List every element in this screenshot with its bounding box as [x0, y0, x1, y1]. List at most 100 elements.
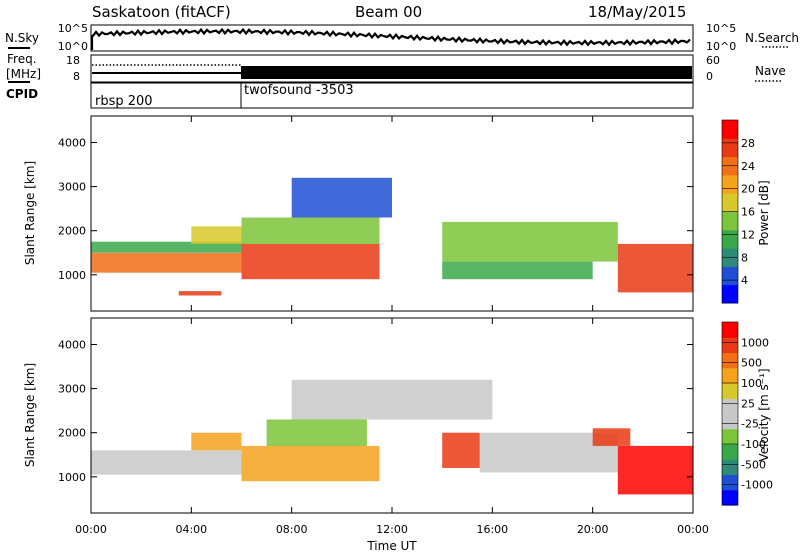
- power-band-0: [91, 252, 242, 273]
- velocity-colorbar-label-7: -1000: [741, 479, 773, 492]
- velocity-heatmap: [91, 379, 694, 495]
- power-heatmap: [91, 177, 694, 296]
- freq-panel: 18 8 60 0: [66, 54, 720, 83]
- power-ytick-label-1: 2000: [58, 225, 86, 238]
- power-colorbar-cell-6: [722, 174, 738, 194]
- velocity-colorbar-label-5: -100: [741, 438, 766, 451]
- power-colorbar-label-0: 4: [741, 274, 748, 287]
- power-ytick-label-2: 3000: [58, 181, 86, 194]
- nave-tick-60: 60: [706, 54, 720, 67]
- time-axis: 00:00 04:00 08:00 12:00 16:00 20:00 00:00: [75, 116, 709, 536]
- cpid-label: CPID: [6, 87, 38, 101]
- nsky-panel: 10^5 10^0 10^5 10^0: [58, 22, 736, 53]
- freq-tick-8: 8: [73, 70, 80, 83]
- velocity-colorbar-cell-1: [722, 474, 738, 491]
- power-y-axis: 1000 2000 3000 4000: [58, 136, 693, 282]
- power-panel: 1000 2000 3000 4000 Slant Range [km] 4 8 12 16…: [23, 115, 771, 312]
- velocity-ytick-label-0: 1000: [58, 471, 86, 484]
- velocity-ylabel: Slant Range [km]: [23, 363, 37, 467]
- time-tick-label-4: 16:00: [476, 523, 508, 536]
- cpid-entry-rbsp: rbsp 200: [95, 94, 153, 109]
- velocity-colorbar-label-1: 500: [741, 357, 762, 370]
- velocity-colorbar-cell-5: [722, 413, 738, 430]
- nsearch-label: N.Search: [745, 31, 799, 45]
- power-colorbar-cell-8: [722, 138, 738, 158]
- freq-tick-18: 18: [66, 54, 80, 67]
- beam-title: Beam 00: [355, 3, 422, 21]
- power-colorbar-label-6: 28: [741, 137, 755, 150]
- power-colorbar-label-4: 20: [741, 183, 755, 196]
- velocity-colorbar-label-2: 100: [741, 377, 762, 390]
- nsky-tick-bottom-left: 10^0: [58, 40, 88, 53]
- freq-label-1: Freq.: [7, 52, 37, 66]
- velocity-colorbar-label: Velocity [m s⁻¹]: [757, 368, 771, 461]
- velocity-colorbar-cell-3: [722, 444, 738, 460]
- power-colorbar-label-1: 8: [741, 251, 748, 264]
- velocity-colorbar-cell-6: [722, 398, 738, 415]
- nsky-tick-bottom-right: 10^0: [706, 40, 736, 53]
- time-tick-label-5: 20:00: [577, 523, 609, 536]
- freq-label-2: [MHz]: [6, 67, 41, 81]
- power-colorbar-cell-4: [722, 211, 738, 231]
- power-ytick-label-0: 1000: [58, 269, 86, 282]
- date-title: 18/May/2015: [588, 3, 686, 21]
- velocity-colorbar-cell-2: [722, 459, 738, 476]
- velocity-colorbar-cell-7: [722, 383, 738, 399]
- nsky-label: N.Sky: [5, 31, 39, 45]
- nsky-tick-top-right: 10^5: [706, 22, 736, 35]
- power-colorbar-label-5: 24: [741, 160, 755, 173]
- nsky-line: [90, 27, 691, 50]
- power-band-4: [241, 217, 380, 244]
- velocity-band-5: [442, 432, 480, 468]
- power-band-8: [617, 243, 694, 293]
- power-band-3: [241, 243, 380, 280]
- power-band-6: [442, 221, 618, 262]
- power-colorbar-label-3: 16: [741, 206, 755, 219]
- velocity-colorbar-cell-4: [722, 428, 738, 445]
- cpid-entry-twofsound: twofsound -3503: [244, 83, 354, 98]
- power-colorbar: 4 8 12 16 20 24 28: [721, 119, 755, 304]
- velocity-colorbar-cell-10: [722, 337, 738, 354]
- nave-label: Nave: [755, 64, 786, 78]
- velocity-colorbar-label-0: 1000: [741, 336, 769, 349]
- time-axis-label: Time UT: [366, 539, 417, 553]
- cpid-panel: rbsp 200 twofsound -3503: [90, 82, 694, 109]
- velocity-colorbar-frame: [721, 321, 739, 506]
- nave-tick-0: 0: [706, 70, 713, 83]
- nsky-tick-top-left: 10^5: [58, 22, 88, 35]
- velocity-colorbar-cell-8: [722, 367, 738, 384]
- power-colorbar-cell-5: [722, 193, 738, 212]
- velocity-ytick-label-3: 4000: [58, 338, 86, 351]
- power-colorbar-label: Power [dB]: [757, 180, 771, 245]
- velocity-band-2: [241, 445, 380, 482]
- velocity-colorbar-label-3: 25: [741, 397, 755, 410]
- velocity-y-axis: 1000 2000 3000 4000: [58, 338, 693, 484]
- freq-switching-block: [241, 66, 692, 79]
- power-colorbar-cell-3: [722, 229, 738, 249]
- velocity-colorbar-cell-11: [722, 322, 738, 338]
- nsky-trace: [90, 27, 691, 50]
- power-ytick-label-3: 4000: [58, 136, 86, 149]
- velocity-colorbar-cell-0: [722, 489, 738, 506]
- cpid-frame: [90, 82, 694, 109]
- velocity-band-8: [592, 428, 631, 446]
- station-title: Saskatoon (fitACF): [92, 3, 231, 21]
- power-band-7: [442, 261, 593, 280]
- velocity-panel: 1000 2000 3000 4000 Slant Range [km] 1000 50…: [23, 317, 773, 514]
- power-band-1: [91, 241, 242, 253]
- velocity-band-7: [617, 445, 694, 495]
- time-tick-label-6: 00:00: [677, 523, 709, 536]
- time-tick-label-2: 08:00: [276, 523, 308, 536]
- power-colorbar-cell-1: [722, 266, 738, 286]
- velocity-colorbar: 1000 500 100 25 -25 -100 -500 -1000: [721, 321, 773, 506]
- velocity-colorbar-label-4: -25: [741, 418, 759, 431]
- power-band-9: [178, 291, 222, 296]
- power-colorbar-cell-0: [722, 284, 738, 304]
- time-tick-label-1: 04:00: [175, 523, 207, 536]
- velocity-band-0: [91, 450, 242, 475]
- power-band-2: [191, 226, 242, 244]
- velocity-colorbar-label-6: -500: [741, 458, 766, 471]
- time-tick-label-3: 12:00: [376, 523, 408, 536]
- power-colorbar-label-2: 12: [741, 228, 755, 241]
